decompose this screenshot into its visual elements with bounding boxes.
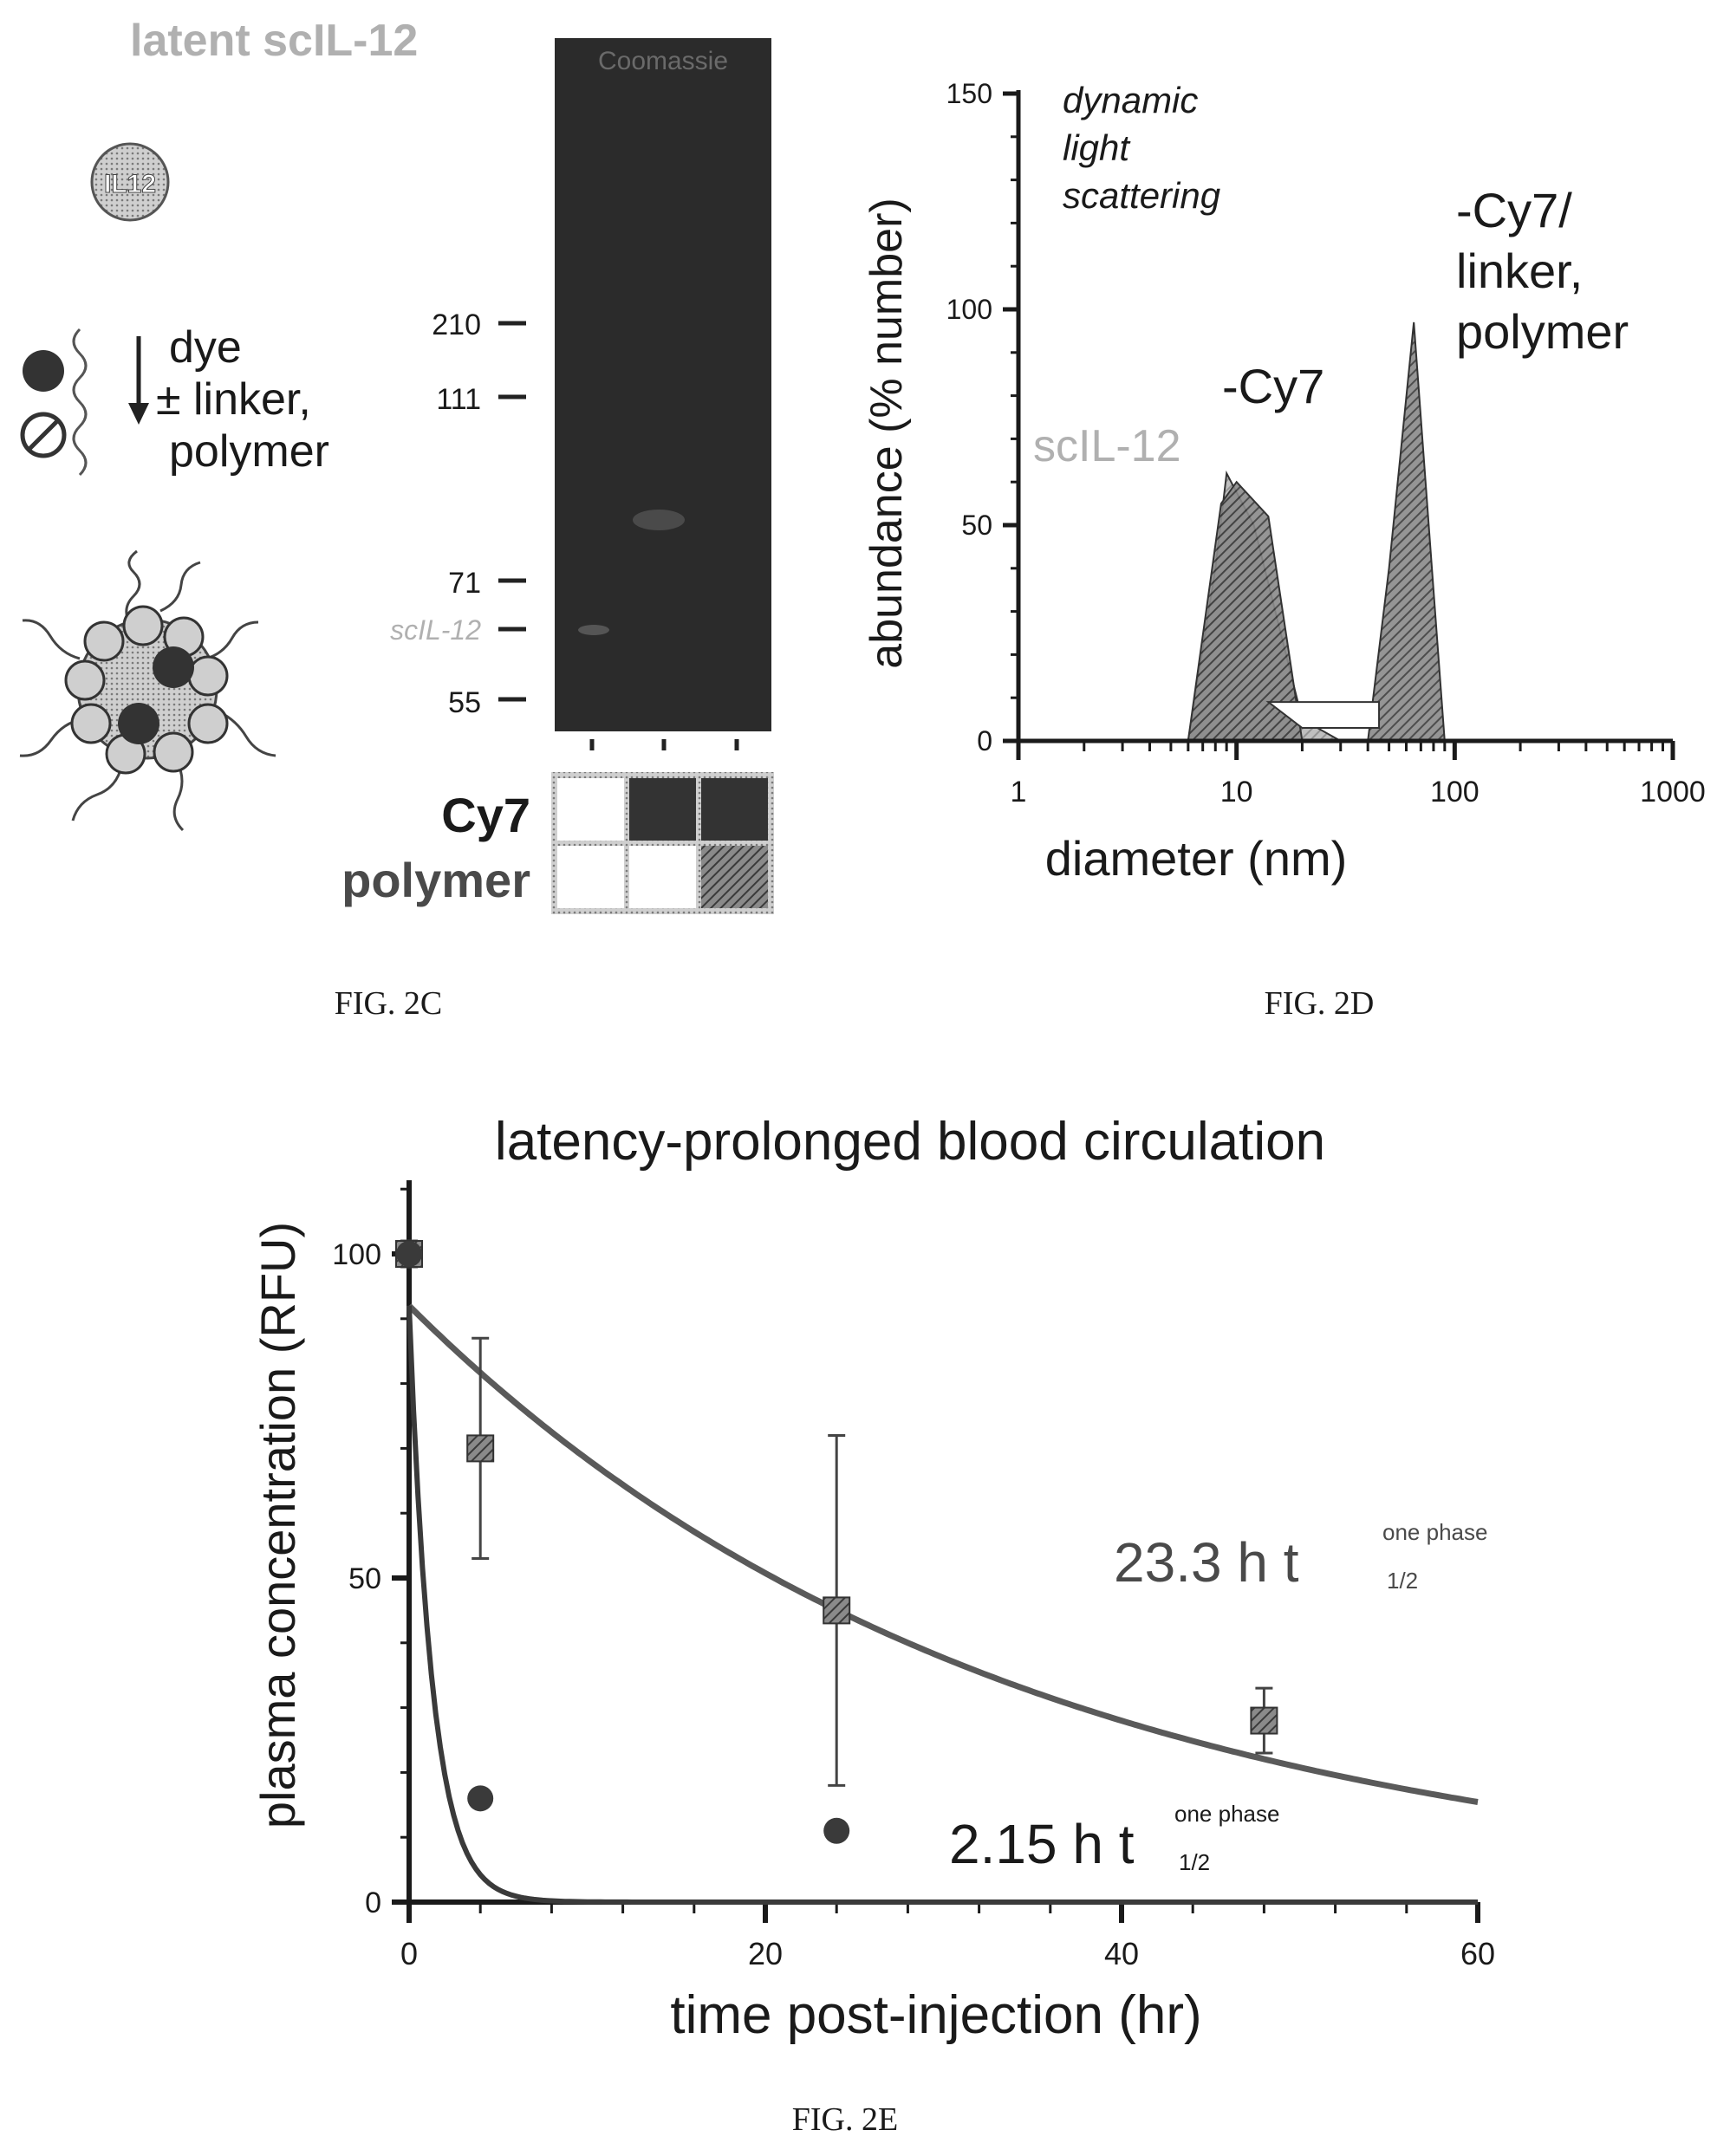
x-tick-label: 60 [1460,1936,1495,1971]
data-point-circle [467,1785,494,1812]
halflife-sub: 1/2 [1387,1568,1418,1594]
fig-2d-caption: FIG. 2D [1265,985,1375,1022]
halflife-main: 23.3 h t [1114,1531,1299,1594]
fig-2d-panel: 0 50 100 150 1 10 100 1000 dynamic light scatte… [862,78,1706,1022]
x-tick-label: 0 [400,1936,418,1971]
marker-label: scIL-12 [390,614,481,646]
halflife-label-free: 2.15 h t one phase 1/2 [949,1801,1279,1875]
marker-210: 210 [432,308,526,341]
fig-2e-title: latency-prolonged blood circulation [495,1112,1325,1172]
dye-filled-icon [23,350,64,392]
x-tick-label: 100 [1430,776,1480,808]
marker-55: 55 [448,686,526,719]
y-tick-label: 50 [961,510,992,541]
halflife-sup: one phase [1174,1801,1279,1827]
fig-2c-title: latent scIL-12 [130,16,418,66]
halflife-sub: 1/2 [1179,1849,1210,1875]
fig-2c-panel: latent scIL-12 IL12 dye ± linker, polyme… [19,16,774,1022]
nanoparticle-illustration [19,549,276,832]
series-label-polymer-line2: linker, [1456,244,1583,298]
marker-label: 210 [432,308,481,341]
lane-2-cy7-cell [629,778,696,841]
data-point-square [1250,1706,1278,1735]
il12-protein-icon: IL12 [90,142,170,222]
gel-band-lane2 [633,510,685,530]
pk-fit-curves [406,1303,1479,1905]
x-tick-label: 20 [748,1936,783,1971]
peak-bridge [1265,701,1381,730]
marker-label: 71 [448,567,481,600]
coomassie-gel [555,38,771,731]
peak-3 [1367,321,1446,742]
fig-2c-caption: FIG. 2C [335,985,443,1022]
y-tick-label: 150 [946,78,992,109]
lane-1-polymer-cell [557,846,624,908]
arrow-down-icon [128,336,149,425]
marker-111: 111 [436,383,526,416]
data-point-circle [396,1241,422,1267]
dls-annotation: dynamic light scattering [1063,80,1220,216]
fig-2e-panel: latency-prolonged blood circulation 0 50 1… [250,1112,1495,2138]
y-tick-label: 0 [365,1886,381,1919]
marker-label: 111 [436,383,481,416]
reaction-text-linker: ± linker, [156,374,311,425]
fit-curve-2 [406,1305,1478,1905]
fig-2d-ylabel: abundance (% number) [862,198,912,668]
annotation-line: dynamic [1063,80,1198,120]
linker-hatched-icon [20,412,67,458]
lane-ticks [589,739,739,750]
y-tick-label: 100 [332,1238,381,1271]
series-label-polymer-line1: -Cy7/ [1456,183,1572,237]
fig-2e-caption: FIG. 2E [792,2101,898,2138]
y-tick-label: 0 [977,725,992,757]
series-label-scil12: scIL-12 [1033,421,1181,471]
gel-header: Coomassie [598,47,728,75]
reaction-text-polymer: polymer [169,426,329,477]
x-tick-label: 10 [1220,776,1253,808]
polymer-squiggle-icon [72,328,88,477]
y-tick-label: 50 [348,1562,381,1595]
row-label-cy7: Cy7 [441,788,530,842]
halflife-main: 2.15 h t [949,1813,1135,1875]
il12-badge-label: IL12 [104,170,156,198]
marker-scil12: scIL-12 [390,614,526,646]
series-label-polymer-line3: polymer [1456,304,1629,359]
condition-grid [551,772,774,914]
data-point-square [823,1596,851,1625]
fig-2e-ylabel: plasma concentration (RFU) [250,1222,305,1828]
pk-axes: 0 50 100 0 20 40 60 [332,1180,1495,1971]
halflife-sup: one phase [1382,1519,1487,1545]
lane-3-cy7-cell [701,778,768,841]
reaction-text-dye: dye [169,322,242,373]
marker-label: 55 [448,686,481,719]
fig-2e-xlabel: time post-injection (hr) [670,1985,1201,2045]
pk-data-points [395,1239,1278,1844]
marker-71: 71 [448,567,526,600]
x-tick-label: 1000 [1640,776,1706,808]
series-label-cy7: -Cy7 [1222,359,1324,413]
x-tick-label: 1 [1011,776,1027,808]
gel-band-lane1 [578,625,609,635]
dls-axes: 0 50 100 150 1 10 100 1000 [946,78,1706,808]
ladder-markers: 210 111 71 scIL-12 55 [390,308,526,719]
lane-1-cy7-cell [557,778,624,841]
lane-2-polymer-cell [629,846,696,908]
x-tick-label: 40 [1104,1936,1139,1971]
data-point-square [466,1434,495,1463]
data-point-circle [823,1817,850,1844]
annotation-line: light [1063,127,1131,168]
fit-curve-1 [406,1303,1479,1805]
halflife-label-polymer: 23.3 h t one phase 1/2 [1114,1519,1487,1594]
row-label-polymer: polymer [341,853,530,907]
dls-peaks [1187,321,1446,742]
fig-2d-xlabel: diameter (nm) [1045,831,1348,886]
lane-3-polymer-cell [701,846,768,908]
annotation-line: scattering [1063,175,1220,216]
y-tick-label: 100 [946,294,992,325]
